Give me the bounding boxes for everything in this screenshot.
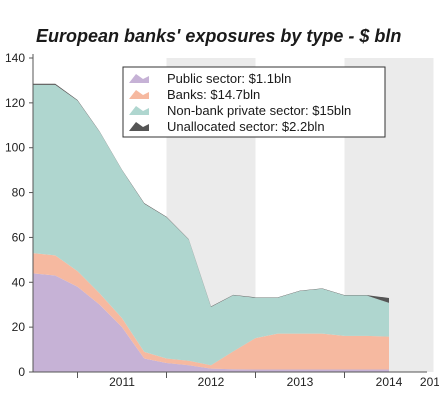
area-series-2 (33, 84, 389, 366)
chart-title: European banks' exposures by type - $ bl… (36, 26, 402, 46)
y-tick-label: 40 (12, 275, 26, 289)
legend-label: Public sector: $1.1bln (167, 71, 291, 86)
y-tick-label: 0 (18, 365, 25, 379)
y-tick-label: 80 (12, 186, 26, 200)
y-tick-label: 20 (12, 320, 26, 334)
x-tick-label: 2012 (198, 375, 225, 389)
legend-label: Non-bank private sector: $15bln (167, 103, 351, 118)
legend-swatch (129, 74, 149, 83)
legend-swatch (129, 90, 149, 99)
legend-box (122, 66, 386, 138)
axes: 0 20 40 60 80 100 120 140 2011 2012 2013 2014 2015 (5, 51, 439, 389)
x-tick-label: 2013 (287, 375, 314, 389)
y-tick-label: 140 (5, 51, 25, 65)
y-tick-label: 100 (5, 141, 25, 155)
area-series (33, 83, 389, 372)
legend-label: Banks: $14.7bln (167, 87, 260, 102)
y-tick-label: 120 (5, 96, 25, 110)
x-tick-label: 2015 (420, 375, 439, 389)
y-tick-label: 60 (12, 230, 26, 244)
x-tick-label: 2014 (376, 375, 403, 389)
x-tick-label: 2011 (109, 375, 135, 389)
legend-swatch (129, 106, 149, 115)
legend-swatch (129, 122, 149, 131)
legend-label: Unallocated sector: $2.2bln (167, 119, 325, 134)
area-series-1 (33, 253, 389, 370)
area-series-0 (33, 273, 389, 372)
